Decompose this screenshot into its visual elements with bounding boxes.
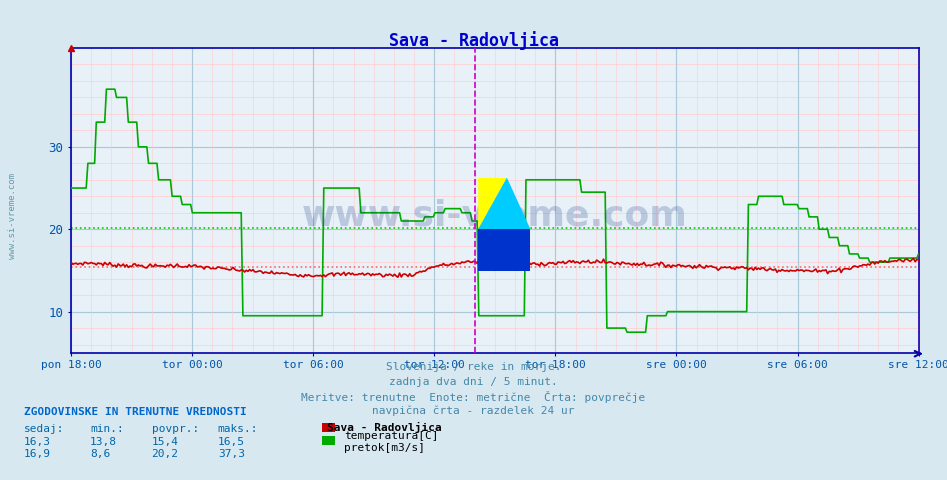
Text: min.:: min.: (90, 424, 124, 434)
Text: Meritve: trenutne  Enote: metrične  Črta: povprečje: Meritve: trenutne Enote: metrične Črta: … (301, 391, 646, 403)
Text: navpična črta - razdelek 24 ur: navpična črta - razdelek 24 ur (372, 406, 575, 416)
Text: Slovenija / reke in morje.: Slovenija / reke in morje. (385, 362, 562, 372)
Text: 15,4: 15,4 (152, 437, 179, 447)
Polygon shape (478, 178, 530, 229)
Text: www.si-vreme.com: www.si-vreme.com (302, 199, 688, 233)
Text: 16,9: 16,9 (24, 449, 51, 459)
Text: pretok[m3/s]: pretok[m3/s] (344, 443, 425, 453)
Text: maks.:: maks.: (218, 424, 259, 434)
Text: temperatura[C]: temperatura[C] (344, 431, 438, 441)
Text: Sava - Radovljica: Sava - Radovljica (388, 31, 559, 50)
Text: 13,8: 13,8 (90, 437, 117, 447)
Polygon shape (478, 229, 530, 271)
Text: zadnja dva dni / 5 minut.: zadnja dva dni / 5 minut. (389, 377, 558, 387)
Text: sedaj:: sedaj: (24, 424, 64, 434)
Text: www.si-vreme.com: www.si-vreme.com (8, 173, 17, 259)
Text: 20,2: 20,2 (152, 449, 179, 459)
Polygon shape (478, 178, 507, 229)
Text: ZGODOVINSKE IN TRENUTNE VREDNOSTI: ZGODOVINSKE IN TRENUTNE VREDNOSTI (24, 407, 246, 417)
Text: 16,5: 16,5 (218, 437, 245, 447)
Text: 37,3: 37,3 (218, 449, 245, 459)
Text: Sava - Radovljica: Sava - Radovljica (327, 422, 441, 433)
Text: 8,6: 8,6 (90, 449, 110, 459)
Text: 16,3: 16,3 (24, 437, 51, 447)
Text: povpr.:: povpr.: (152, 424, 199, 434)
